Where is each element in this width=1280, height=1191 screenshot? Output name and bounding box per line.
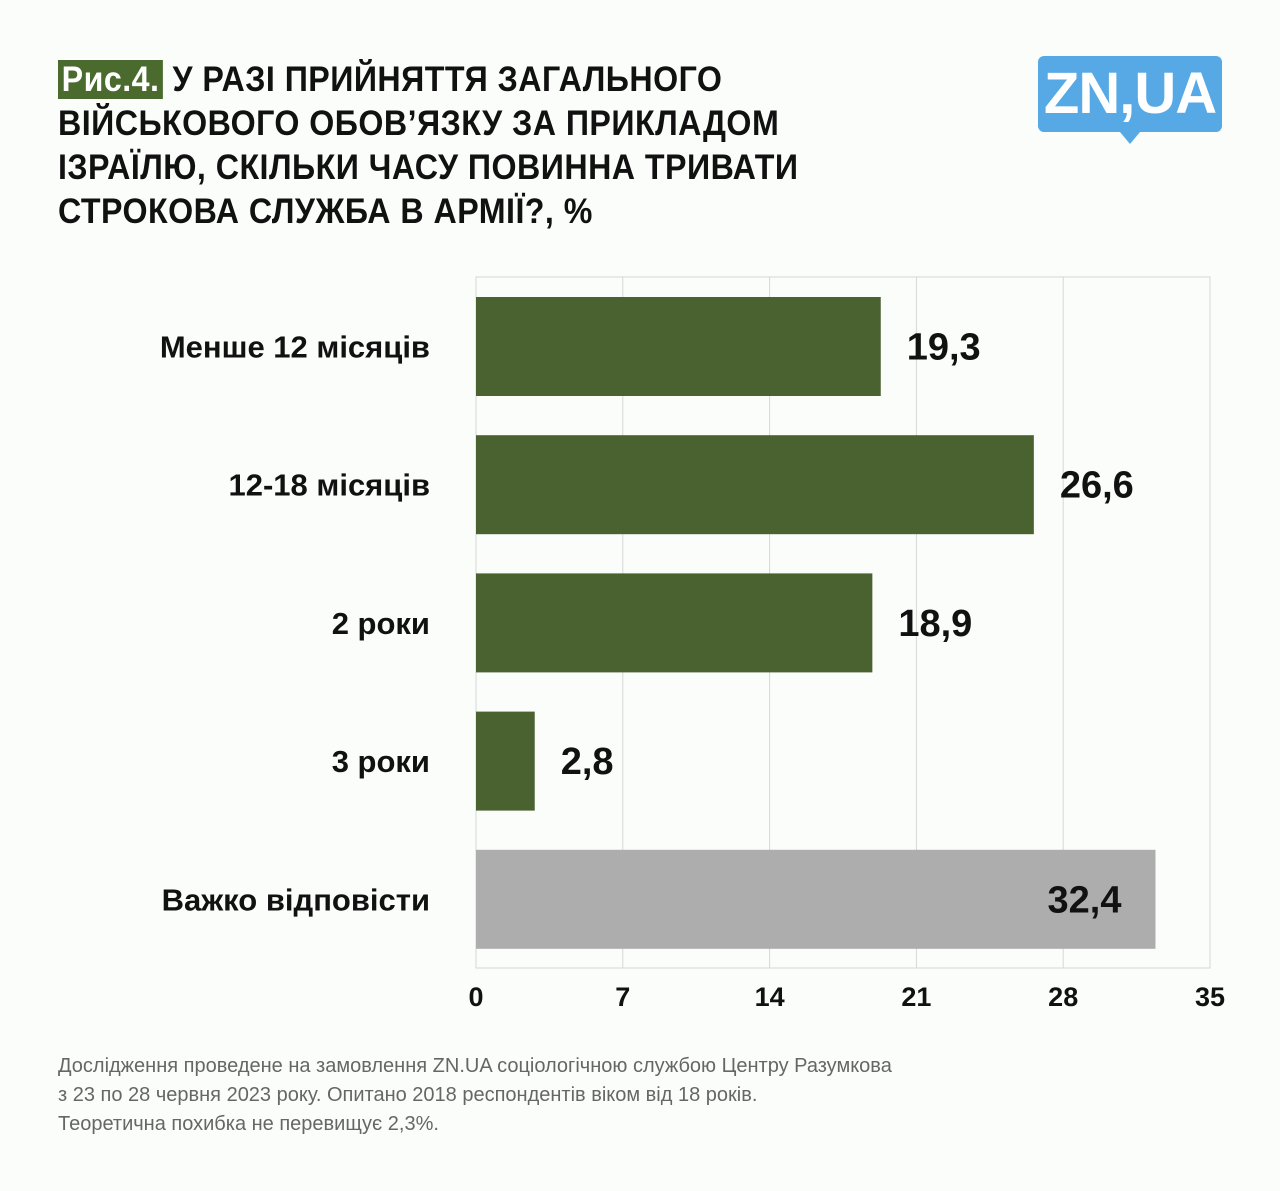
category-label: 2 роки [332,606,430,641]
data-label: 32,4 [1048,879,1122,921]
category-label: Менше 12 місяців [160,330,430,365]
bar [476,849,1156,949]
x-tick-label: 35 [1195,982,1225,1012]
footnote: Дослідження проведене на замовлення ZN.U… [58,1052,892,1139]
x-tick-label: 0 [468,982,483,1012]
footnote-line: Дослідження проведене на замовлення ZN.U… [58,1055,892,1077]
title-text: У РАЗІ ПРИЙНЯТТЯ ЗАГАЛЬНОГО ВІЙСЬКОВОГО … [58,60,799,231]
x-tick-label: 21 [901,982,931,1012]
bar [476,573,873,673]
bar [476,297,881,396]
zn-ua-logo: ZN,UA [1038,56,1222,144]
data-label: 19,3 [907,327,981,369]
footnote-line: з 23 по 28 червня 2023 року. Опитано 201… [58,1084,758,1106]
category-label: Важко відповісти [162,882,430,917]
footnote-line: Теоретична похибка не перевищує 2,3%. [58,1113,439,1135]
x-tick-label: 14 [755,982,785,1012]
figure-label: Рис.4. [58,60,164,99]
bar [476,711,535,811]
chart-title: Рис.4. У РАЗІ ПРИЙНЯТТЯ ЗАГАЛЬНОГО ВІЙСЬ… [58,58,886,234]
data-label: 18,9 [898,603,972,645]
data-label: 2,8 [561,741,614,783]
bar [476,435,1034,535]
x-tick-label: 7 [615,982,630,1012]
data-label: 26,6 [1060,465,1134,507]
x-tick-label: 28 [1048,982,1078,1012]
category-label: 3 роки [332,744,430,779]
category-label: 12-18 місяців [229,468,431,503]
